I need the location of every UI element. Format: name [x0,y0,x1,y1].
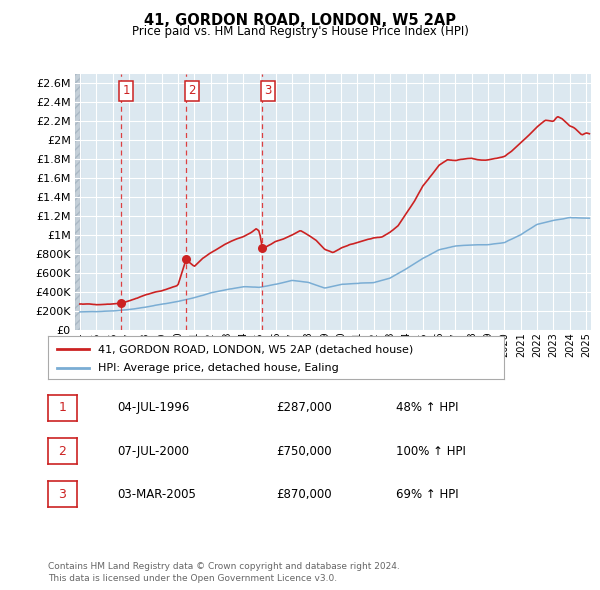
Text: 48% ↑ HPI: 48% ↑ HPI [396,401,458,415]
Text: £870,000: £870,000 [276,487,332,501]
Text: 41, GORDON ROAD, LONDON, W5 2AP (detached house): 41, GORDON ROAD, LONDON, W5 2AP (detache… [98,344,413,354]
Text: 41, GORDON ROAD, LONDON, W5 2AP: 41, GORDON ROAD, LONDON, W5 2AP [144,13,456,28]
Text: 3: 3 [58,487,67,501]
Text: Price paid vs. HM Land Registry's House Price Index (HPI): Price paid vs. HM Land Registry's House … [131,25,469,38]
Text: 69% ↑ HPI: 69% ↑ HPI [396,487,458,501]
Text: 1: 1 [58,401,67,415]
Text: £750,000: £750,000 [276,444,332,458]
Text: 100% ↑ HPI: 100% ↑ HPI [396,444,466,458]
Text: 3: 3 [264,84,272,97]
Text: Contains HM Land Registry data © Crown copyright and database right 2024.
This d: Contains HM Land Registry data © Crown c… [48,562,400,583]
Text: 2: 2 [58,444,67,458]
Polygon shape [75,74,80,330]
Text: £287,000: £287,000 [276,401,332,415]
Text: 2: 2 [188,84,196,97]
Text: 07-JUL-2000: 07-JUL-2000 [117,444,189,458]
Text: 1: 1 [122,84,130,97]
Text: 03-MAR-2005: 03-MAR-2005 [117,487,196,501]
Text: HPI: Average price, detached house, Ealing: HPI: Average price, detached house, Eali… [98,363,339,373]
Text: 04-JUL-1996: 04-JUL-1996 [117,401,190,415]
